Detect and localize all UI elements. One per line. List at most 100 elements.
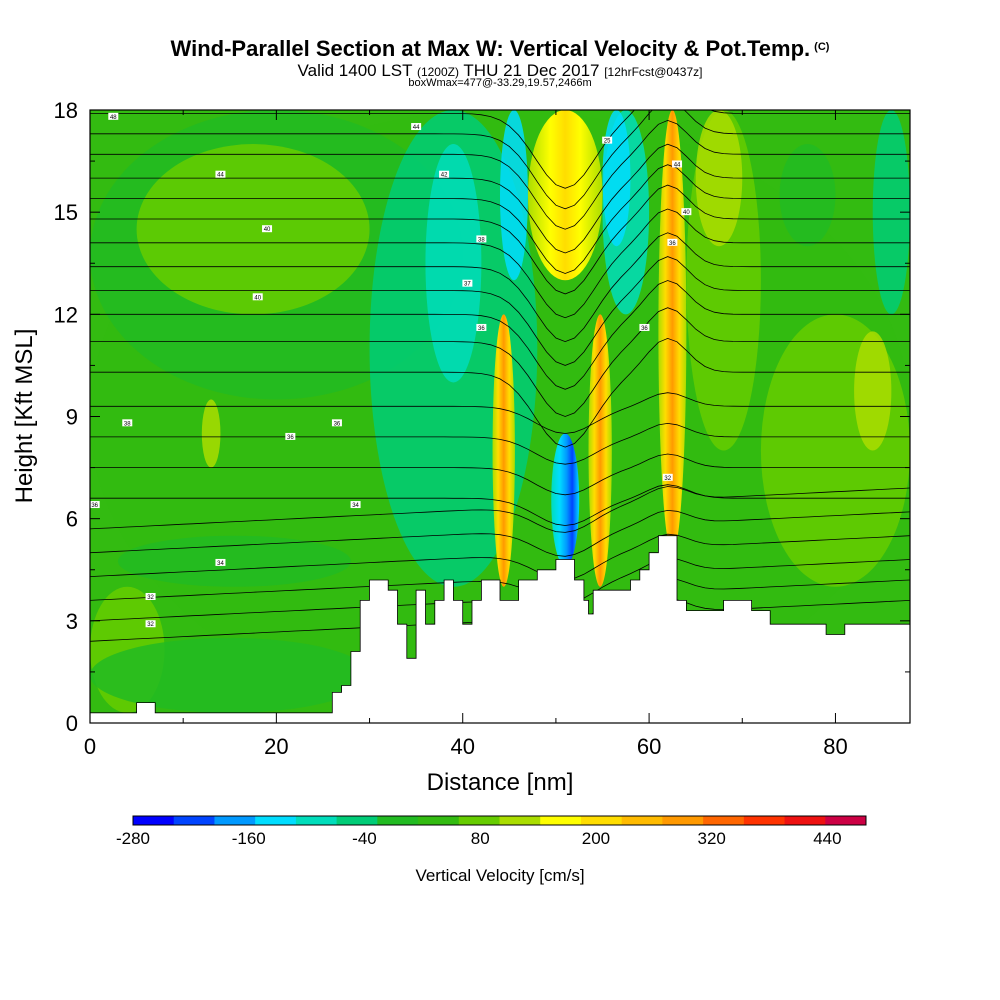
contour-label-bg [350, 501, 361, 509]
contour-label: 36 [476, 323, 487, 332]
colorbar-frame [132, 815, 867, 826]
field-band [695, 110, 743, 247]
colorbar-swatch [458, 816, 500, 825]
subtitle-forecast: [12hrFcst@0437z] [604, 65, 703, 79]
colorbar-tick-label: -40 [352, 829, 377, 848]
contour-label: 42 [439, 170, 450, 179]
contour-label-bg [145, 620, 156, 628]
field-band [90, 637, 370, 713]
colorbar-swatch [173, 816, 215, 825]
colorbar-swatch [784, 816, 826, 825]
y-tick-label: 0 [66, 711, 78, 736]
colorbar-tick-label: -280 [116, 829, 150, 848]
colorbar-tick-label: 80 [471, 829, 490, 848]
contour-label-text: 25 [604, 139, 611, 145]
theta-contour [90, 119, 910, 230]
terrain [90, 535, 910, 723]
colorbar-swatch [540, 816, 582, 825]
colorbar-swatch [662, 816, 704, 825]
contour-label-text: 37 [464, 282, 471, 288]
colorbar-tick-label: 320 [697, 829, 725, 848]
contour-label: 48 [108, 112, 119, 121]
theta-contour [90, 280, 910, 390]
colorbar-tick-label: 440 [813, 829, 841, 848]
x-tick-label: 80 [823, 734, 847, 759]
theta-contour [90, 422, 910, 465]
contour-label-text: 34 [352, 503, 359, 509]
contour-label-bg [122, 419, 133, 427]
contour-label-bg [262, 225, 273, 233]
potential-temperature-contours [90, 110, 910, 646]
colorbar-swatch [377, 816, 419, 825]
contour-label-text: 32 [664, 476, 671, 482]
y-tick-label: 12 [54, 302, 78, 327]
contour-label: 44 [411, 123, 422, 131]
w-cell-positive-max [658, 110, 687, 553]
contour-label-text: 40 [264, 227, 271, 233]
contour-label: 40 [681, 208, 692, 216]
contour-label-bg [662, 473, 673, 481]
contour-label-bg [108, 112, 119, 120]
plot-area: 48 44 25 44 44 42 40 40 38 36 37 40 36 36 38 36 36 32 36 34… [90, 110, 910, 723]
theta-contour [90, 533, 910, 581]
contour-label-bg [411, 123, 422, 131]
colorbar-swatch [621, 816, 663, 825]
theta-contour [90, 337, 910, 448]
colorbar-swatch [295, 816, 338, 825]
contour-label-text: 38 [478, 237, 485, 243]
colorbar-swatch [214, 816, 256, 825]
contour-label: 37 [462, 279, 473, 288]
theta-contour [90, 143, 910, 254]
contour-label-text: 36 [287, 435, 294, 441]
subtitle-valid: Valid 1400 LST [297, 61, 413, 80]
contour-label-text: 36 [478, 326, 485, 332]
subtitle-utc: (1200Z) [416, 65, 459, 79]
contour-label: 25 [602, 136, 613, 145]
contour-label-text: 36 [334, 421, 341, 427]
x-tick-label: 40 [450, 734, 474, 759]
colorbar-swatch [580, 816, 623, 825]
contour-label-bg [672, 160, 683, 168]
contour-label-text: 32 [147, 622, 154, 628]
colorbar-tick-label: -160 [232, 829, 266, 848]
contour-label-bg [285, 432, 296, 440]
contour-label-bg [90, 501, 100, 509]
contour-label: 38 [122, 419, 133, 427]
contour-label-bg [476, 323, 487, 331]
colorbar-swatch [499, 816, 541, 825]
contour-label-text: 40 [683, 210, 690, 216]
contour-label: 40 [262, 225, 273, 233]
contour-label: 36 [331, 419, 342, 427]
field-band [136, 144, 370, 315]
chart-title-mark: (C) [814, 41, 830, 53]
contour-label: 34 [350, 501, 361, 509]
terrain-profile [90, 535, 910, 723]
subtitle-date: THU 21 Dec 2017 [463, 61, 600, 80]
theta-contour [90, 256, 910, 366]
x-tick-label: 60 [637, 734, 661, 759]
contour-label-bg [215, 558, 226, 566]
contour-label-bg [602, 136, 613, 144]
contour-label-text: 44 [217, 173, 224, 179]
contour-label-bg [252, 293, 263, 301]
y-tick-label: 18 [54, 98, 78, 123]
contour-label-text: 44 [413, 125, 420, 131]
w-cell-positive-max [492, 314, 515, 587]
chart-title-text: Wind-Parallel Section at Max W: Vertical… [170, 36, 811, 61]
contour-label-text: 44 [674, 162, 681, 168]
field-band [425, 144, 482, 383]
contour-label-text: 42 [441, 173, 448, 179]
contour-label: 32 [145, 620, 156, 628]
theta-contour [90, 486, 910, 533]
theta-contour [90, 110, 910, 210]
contour-label-bg [145, 592, 156, 600]
contour-label-text: 32 [147, 595, 154, 601]
contour-label-bg [439, 170, 450, 178]
theta-contour [90, 208, 910, 319]
y-tick-label: 9 [66, 405, 78, 430]
contour-label-bg [667, 238, 678, 246]
contour-label-bg [476, 235, 487, 243]
contour-label: 34 [215, 558, 226, 567]
